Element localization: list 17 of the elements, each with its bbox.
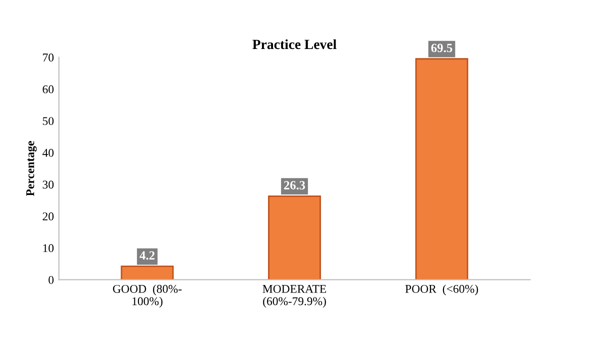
bar bbox=[120, 266, 174, 280]
x-tick-label: MODERATE (60%-79.9%) bbox=[262, 284, 326, 308]
data-label: 4.2 bbox=[140, 251, 155, 260]
x-tick-label: POOR (<60%) bbox=[405, 284, 478, 296]
x-tick-label: GOOD (80%- 100%) bbox=[112, 284, 182, 308]
y-tick-label: 50 bbox=[42, 117, 54, 126]
y-tick-label: 0 bbox=[48, 276, 54, 284]
y-tick-label: 20 bbox=[42, 212, 54, 220]
data-label: 69.5 bbox=[431, 44, 452, 52]
y-tick-label: 30 bbox=[42, 180, 54, 189]
y-tick-label: 70 bbox=[43, 54, 54, 62]
y-axis-title: Percentage bbox=[26, 141, 37, 196]
chart-title: Practice Level bbox=[252, 39, 336, 50]
data-label: 26.3 bbox=[284, 181, 306, 190]
y-tick-label: 10 bbox=[43, 244, 54, 252]
y-tick-label: 40 bbox=[42, 148, 54, 157]
y-tick-label: 60 bbox=[42, 85, 54, 94]
